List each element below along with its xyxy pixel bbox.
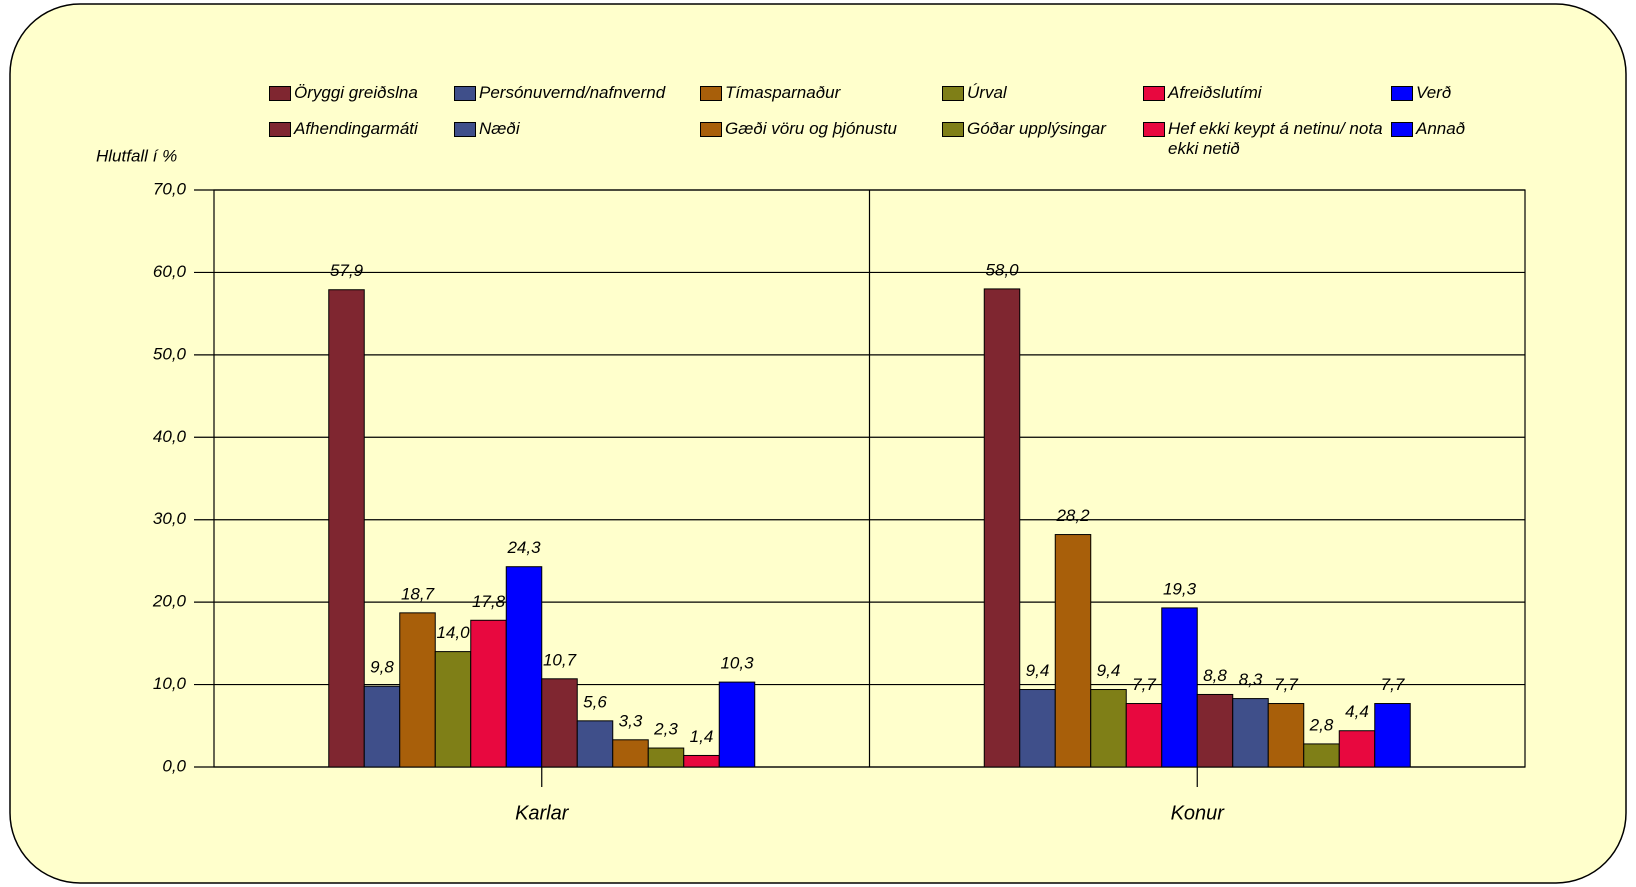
bar xyxy=(1090,689,1127,768)
legend-item: Annað xyxy=(1391,119,1631,139)
y-tick-label: 40,0 xyxy=(153,427,187,446)
bar xyxy=(541,678,578,768)
legend-swatch xyxy=(454,122,476,137)
bar xyxy=(399,612,436,768)
legend-label: Afreiðslutími xyxy=(1168,83,1262,102)
legend-label: Annað xyxy=(1416,119,1466,138)
legend-swatch xyxy=(942,86,964,101)
data-label: 4,4 xyxy=(1345,702,1369,721)
legend-label: Afhendingarmáti xyxy=(294,119,418,138)
legend-item: Næði xyxy=(454,119,694,139)
legend-item: Persónuvernd/nafnvernd xyxy=(454,83,694,103)
y-tick-label: 0,0 xyxy=(162,756,186,775)
x-tick-label: Konur xyxy=(1171,802,1226,824)
bar xyxy=(1196,693,1234,768)
legend-swatch xyxy=(700,122,722,137)
data-label: 58,0 xyxy=(985,260,1019,279)
bar xyxy=(683,754,720,768)
bar xyxy=(1374,703,1411,768)
bar xyxy=(1125,703,1163,768)
bar xyxy=(470,619,507,768)
y-axis-label: Hlutfall í % xyxy=(96,146,177,165)
bar xyxy=(983,288,1021,768)
data-label: 1,4 xyxy=(690,727,714,746)
data-label: 2,8 xyxy=(1309,715,1334,734)
data-label: 7,7 xyxy=(1132,675,1156,694)
bar xyxy=(1161,607,1198,768)
data-label: 10,7 xyxy=(543,650,577,669)
bar xyxy=(363,685,401,768)
data-label: 7,7 xyxy=(1274,675,1298,694)
legend-label: Hef ekki keypt á netinu/ nota ekki netið xyxy=(1168,119,1383,158)
bar xyxy=(1303,743,1340,768)
bar xyxy=(647,747,685,768)
y-tick-label: 50,0 xyxy=(153,344,187,363)
legend-label: Öryggi greiðslna xyxy=(294,83,418,102)
bar xyxy=(718,681,756,768)
legend-label: Góðar upplýsingar xyxy=(967,119,1106,138)
legend-item: Góðar upplýsingar xyxy=(942,119,1182,139)
bar xyxy=(1019,689,1056,768)
data-label: 8,3 xyxy=(1239,670,1263,689)
legend-item: Hef ekki keypt á netinu/ nota ekki netið xyxy=(1143,119,1383,159)
y-tick-label: 60,0 xyxy=(153,262,187,281)
legend-item: Verð xyxy=(1391,83,1631,103)
legend-label: Gæði vöru og þjónustu xyxy=(725,119,897,138)
bar xyxy=(434,651,472,768)
x-tick-label: Karlar xyxy=(515,802,570,824)
data-label: 17,8 xyxy=(472,592,506,611)
y-tick-label: 20,0 xyxy=(152,592,187,611)
legend-swatch xyxy=(1391,86,1413,101)
y-tick-label: 30,0 xyxy=(153,509,187,528)
data-label: 5,6 xyxy=(583,692,607,711)
legend-label: Tímasparnaður xyxy=(725,83,841,102)
legend-swatch xyxy=(700,86,722,101)
bar xyxy=(1054,534,1092,768)
legend-swatch xyxy=(269,122,291,137)
data-label: 9,4 xyxy=(1097,661,1121,680)
legend-label: Persónuvernd/nafnvernd xyxy=(479,83,666,102)
legend-swatch xyxy=(269,86,291,101)
data-label: 9,4 xyxy=(1026,661,1050,680)
legend-item: Úrval xyxy=(942,83,1182,103)
y-tick-label: 10,0 xyxy=(153,674,187,693)
data-label: 28,2 xyxy=(1055,506,1090,525)
bar xyxy=(328,289,365,768)
data-label: 7,7 xyxy=(1381,675,1405,694)
legend-label: Næði xyxy=(479,119,520,138)
legend-label: Verð xyxy=(1416,83,1452,102)
bar xyxy=(576,720,614,768)
legend-item: Afreiðslutími xyxy=(1143,83,1383,103)
legend-swatch xyxy=(942,122,964,137)
data-label: 14,0 xyxy=(436,623,470,642)
data-label: 24,3 xyxy=(506,538,541,557)
data-label: 19,3 xyxy=(1163,579,1197,598)
bar xyxy=(612,739,649,768)
legend-swatch xyxy=(1143,122,1165,137)
y-tick-label: 70,0 xyxy=(153,179,187,198)
legend-item: Gæði vöru og þjónustu xyxy=(700,119,940,139)
data-label: 2,3 xyxy=(653,720,678,739)
legend-swatch xyxy=(454,86,476,101)
data-label: 3,3 xyxy=(619,711,643,730)
legend-label: Úrval xyxy=(967,83,1007,102)
legend-item: Öryggi greiðslna xyxy=(269,83,509,103)
data-label: 18,7 xyxy=(401,584,435,603)
legend-swatch xyxy=(1143,86,1165,101)
bar xyxy=(1267,703,1305,768)
bar xyxy=(505,566,543,768)
bar xyxy=(1338,730,1376,768)
data-label: 9,8 xyxy=(370,658,394,677)
data-label: 10,3 xyxy=(720,654,754,673)
bar xyxy=(1232,698,1269,768)
data-label: 57,9 xyxy=(330,261,364,280)
legend-item: Tímasparnaður xyxy=(700,83,940,103)
data-label: 8,8 xyxy=(1203,666,1227,685)
legend-swatch xyxy=(1391,122,1413,137)
legend-item: Afhendingarmáti xyxy=(269,119,509,139)
